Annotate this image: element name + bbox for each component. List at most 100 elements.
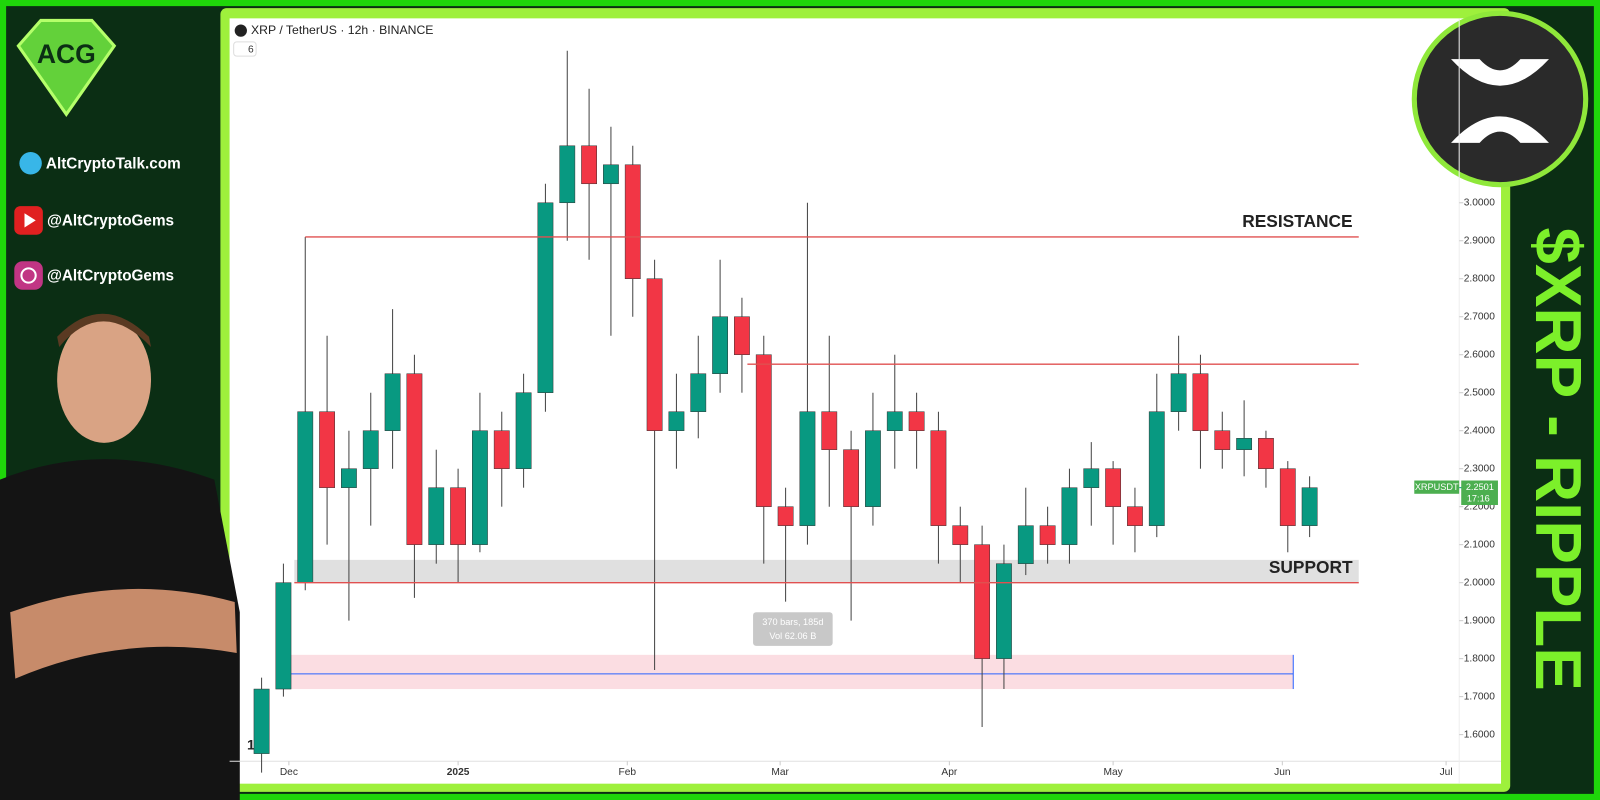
candle-body (1017, 525, 1034, 564)
logo (16, 18, 117, 117)
instagram-handle: @AltCryptoGems (47, 268, 174, 285)
candle-body (799, 411, 816, 526)
candle-body (1105, 468, 1122, 507)
x-tick-label: Mar (771, 767, 789, 778)
y-tick-label: 2.6000 (1464, 349, 1495, 360)
y-tick-label: 2.5000 (1464, 387, 1495, 398)
xrp-logo (1411, 10, 1589, 188)
y-tick-label: 2.0000 (1464, 577, 1495, 588)
youtube-handle: @AltCryptoGems (47, 212, 174, 229)
x-tick-label: 2025 (447, 767, 470, 778)
candle-body (886, 411, 903, 431)
y-tick-label: 2.7000 (1464, 311, 1495, 322)
candle-body (712, 316, 728, 374)
person-hair (57, 313, 152, 347)
y-tick-label: 1.9000 (1464, 615, 1495, 626)
annotation: RESISTANCE (1242, 211, 1352, 231)
candle-body (384, 373, 401, 431)
countdown: 17:16 (1467, 493, 1490, 503)
y-tick-label: 1.6000 (1464, 729, 1495, 740)
candle-body (821, 411, 838, 450)
instagram-icon (14, 261, 43, 290)
x-tick-label: May (1103, 767, 1123, 778)
candle-body (537, 202, 554, 393)
candle-body (646, 278, 663, 431)
candle-body (1127, 506, 1143, 526)
symbol-tag (1414, 480, 1460, 494)
candle-body (974, 544, 991, 659)
support-zone (294, 559, 1359, 583)
y-tick-label: 3.0000 (1464, 197, 1495, 208)
price-tag (1461, 480, 1498, 506)
x-tick-label: Apr (941, 767, 957, 778)
measure-label-box (753, 612, 833, 646)
candle-body (734, 316, 750, 355)
xrp-mark (1451, 59, 1549, 143)
candle-body (428, 487, 445, 545)
person-head (57, 316, 152, 443)
candle-body (450, 487, 466, 545)
candle-body (319, 411, 335, 488)
candle-body (1170, 373, 1187, 412)
candle-body (581, 145, 597, 185)
indicator-count: 6 (248, 45, 254, 56)
candle-body (559, 145, 576, 204)
candle-body (777, 506, 794, 526)
symbol-label: XRPUSDT (1415, 482, 1459, 492)
candle-body (1039, 525, 1056, 545)
candle-body (908, 411, 925, 431)
candle-body (930, 430, 947, 526)
candle-body (624, 164, 641, 279)
web-icon (19, 152, 42, 175)
candle-body (1083, 468, 1100, 488)
candle-body (865, 430, 881, 507)
measure-volume: Vol 62.06 B (769, 631, 816, 641)
play (24, 213, 36, 228)
chart-title: XRP / TetherUS · 12h · BINANCE (251, 23, 433, 37)
y-tick-label: 2.4000 (1464, 425, 1495, 436)
y-tick-label: 2.3000 (1464, 463, 1495, 474)
indicator-toggle[interactable] (233, 41, 257, 57)
y-tick-label: 1.7000 (1464, 691, 1495, 702)
x-tick-label: Feb (619, 767, 637, 778)
candle-body (1301, 487, 1318, 526)
plot: 1.6000 1.7000 1.8000 1.9000 2.0000 2.1000 2.20… (253, 50, 1498, 778)
y-tick-label: 2.2000 (1464, 501, 1495, 512)
person-arms (10, 588, 237, 679)
candle-body (603, 164, 619, 185)
headline: $XRP - RIPPLE (1522, 228, 1595, 691)
x-tick-label: Jul (1440, 767, 1453, 778)
candle-body (1061, 487, 1078, 545)
candle-body (1192, 373, 1209, 431)
candle-body (843, 449, 860, 507)
candle-body (755, 354, 772, 507)
candle-body (493, 430, 510, 469)
lens (20, 267, 37, 284)
site: AltCryptoTalk.com (46, 155, 181, 172)
candle-body (668, 411, 685, 431)
candle-body (253, 688, 270, 754)
y-tick-label: 2.8000 (1464, 273, 1495, 284)
symbol-icon (234, 24, 247, 37)
candle-body (690, 373, 707, 412)
y-tick-label: 2.1000 (1464, 539, 1495, 550)
candle-body (1258, 438, 1274, 469)
candle-body (472, 430, 488, 545)
candle-body (515, 392, 532, 469)
x-tick-label: Jun (1274, 767, 1290, 778)
x-tick-label: Dec (280, 767, 298, 778)
annotation: SUPPORT (1269, 557, 1353, 577)
candle-body (1214, 430, 1231, 450)
candle-body (362, 430, 379, 469)
y-tick-label: 1.8000 (1464, 653, 1495, 664)
logo-text: ACG (37, 39, 96, 69)
candle-body (1148, 411, 1165, 526)
candle-body (952, 525, 969, 545)
candle-body (1279, 468, 1296, 526)
candle-body (297, 411, 314, 583)
candle-body (275, 582, 292, 690)
price-label: 2.2501 (1466, 482, 1494, 492)
candle-body (996, 563, 1012, 659)
y-tick-label: 2.9000 (1464, 235, 1495, 246)
